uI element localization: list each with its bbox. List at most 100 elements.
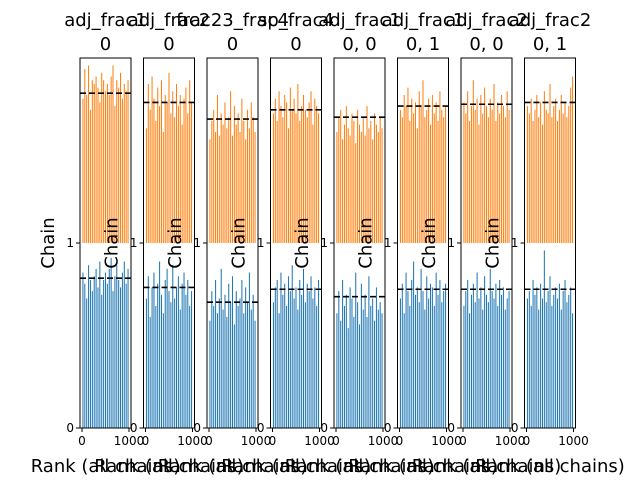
chain-0-bar [101, 294, 103, 428]
chain-1-bar [379, 117, 381, 243]
chain-1-bar [245, 139, 247, 243]
chain-1-bar [375, 124, 377, 243]
chain-0-bar [368, 276, 370, 428]
chain-0-bar [476, 272, 478, 428]
chain-0-bar [370, 305, 372, 428]
chain-1-bar [433, 113, 435, 243]
chain-1-bar [437, 120, 439, 243]
chain-1-bar [155, 120, 157, 243]
x-tick-label: 1000 [241, 434, 272, 448]
y-tick-label: 1 [320, 236, 328, 250]
chain-1-bar [127, 80, 129, 243]
chain-0-bar [557, 298, 559, 428]
y-tick-label: 1 [66, 236, 74, 250]
chain-1-bar [170, 113, 172, 243]
chain-0-bar [493, 298, 495, 428]
chain-1-bar [243, 120, 245, 243]
panel-title-line2: 0 [227, 34, 238, 55]
chain-0-bar [189, 305, 191, 428]
chain-1-bar [106, 83, 108, 244]
chain-1-bar [185, 87, 187, 243]
chain-0-bar [248, 272, 250, 428]
chain-1-bar [426, 109, 428, 243]
chain-0-bar [349, 287, 351, 428]
chain-0-bar [303, 268, 305, 428]
chain-0-bar [110, 257, 112, 428]
chain-1-bar [570, 87, 572, 243]
chain-0-bar [377, 309, 379, 428]
chain-1-bar [353, 120, 355, 243]
chain-0-bar [495, 283, 497, 428]
chain-0-bar [284, 283, 286, 428]
chain-1-bar [370, 120, 372, 243]
chain-1-bar [557, 120, 559, 243]
chain-0-bar [485, 294, 488, 428]
chain-0-bar [123, 261, 125, 428]
y-tick-label: 1 [130, 236, 138, 250]
chain-1-bar [358, 124, 361, 243]
chain-0-bar [162, 313, 164, 428]
chain-0-bar [220, 268, 222, 428]
y-tick-label: 0 [66, 421, 74, 435]
chain-1-bar [485, 106, 488, 243]
chain-1-bar [532, 120, 534, 243]
chain-0-bar [342, 280, 344, 428]
chain-1-bar [254, 132, 256, 243]
chain-1-bar [528, 113, 530, 243]
chain-1-bar [291, 109, 293, 243]
chain-0-bar [508, 291, 510, 428]
chain-1-bar [179, 95, 181, 243]
chain-1-bar [411, 98, 413, 243]
chain-1-bar [295, 113, 297, 243]
chain-1-bar [349, 135, 351, 243]
chain-1-bar [530, 98, 532, 243]
chain-0-bar [558, 283, 560, 428]
chain-0-bar [418, 302, 420, 428]
chain-1-bar [159, 106, 161, 243]
chain-0-bar [209, 320, 211, 428]
chain-0-bar [445, 283, 447, 428]
y-tick-label: 0 [320, 421, 328, 435]
chain-1-bar [416, 128, 418, 243]
chain-0-bar [250, 309, 252, 428]
chain-1-bar [231, 135, 234, 243]
chain-0-bar [295, 287, 297, 428]
chain-1-bar [441, 109, 443, 243]
chain-0-bar [287, 276, 289, 428]
y-axis-label: Chain [38, 217, 59, 268]
chain-0-bar [88, 265, 90, 428]
chain-0-bar [572, 313, 574, 428]
chain-0-bar [441, 302, 443, 428]
chain-0-bar [289, 291, 291, 428]
chain-1-bar [526, 106, 528, 243]
chain-1-bar [301, 106, 303, 243]
x-tick-label: 0 [142, 434, 150, 448]
chain-0-bar [252, 294, 254, 428]
chain-1-bar [153, 98, 155, 243]
chain-0-bar [187, 280, 189, 428]
chain-0-bar [538, 309, 540, 428]
chain-1-bar [116, 80, 118, 243]
chain-0-bar [465, 291, 467, 428]
chain-0-bar [472, 283, 474, 428]
chain-0-bar [482, 309, 484, 428]
chain-1-bar [414, 102, 416, 244]
chain-1-bar [508, 109, 510, 243]
chain-1-bar [487, 117, 489, 243]
chain-0-bar [403, 313, 405, 428]
chain-0-bar [422, 291, 424, 428]
chain-1-bar [467, 91, 469, 243]
chain-0-bar [211, 291, 213, 428]
chain-0-bar [360, 283, 362, 428]
chain-1-bar [95, 76, 97, 243]
chain-0-bar [112, 291, 114, 428]
panel-title-line1: adj_frac1 [382, 10, 465, 31]
chain-1-bar [403, 95, 405, 243]
chain-0-bar [308, 291, 310, 428]
chain-0-bar [358, 324, 361, 428]
chain-1-bar [316, 106, 318, 243]
chain-0-bar [103, 280, 105, 428]
chain-0-bar [411, 280, 413, 428]
